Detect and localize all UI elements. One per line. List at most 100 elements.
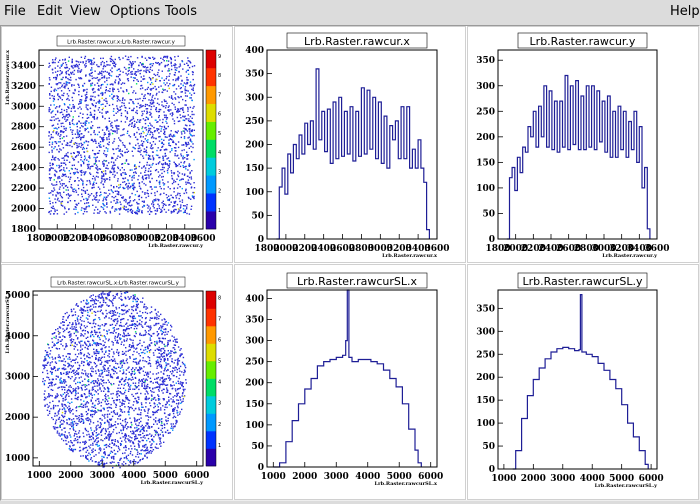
scatter-point	[120, 186, 121, 187]
scatter-point	[140, 62, 141, 63]
scatter-point	[106, 156, 107, 157]
scatter-point	[105, 401, 106, 402]
scatter-point	[63, 93, 64, 94]
scatter-point	[129, 335, 130, 336]
scatter-point	[144, 324, 145, 325]
scatter-point	[61, 79, 62, 80]
scatter-point	[131, 66, 132, 67]
scatter-point	[147, 393, 148, 394]
scatter-point	[151, 88, 152, 89]
scatter-point	[105, 398, 106, 399]
scatter-point	[142, 145, 143, 146]
menu-edit[interactable]: Edit	[37, 4, 62, 19]
scatter-point	[179, 413, 180, 414]
scatter-point	[146, 60, 147, 61]
scatter-point	[103, 204, 104, 205]
scatter-point	[137, 191, 138, 192]
scatter-point	[170, 432, 171, 433]
menu-options[interactable]: Options	[110, 4, 160, 19]
scatter-point	[116, 130, 117, 131]
scatter-point	[99, 402, 100, 403]
scatter-point	[93, 92, 94, 93]
scatter-point	[180, 204, 181, 205]
scatter-point	[99, 211, 100, 212]
scatter-point	[96, 355, 97, 356]
menu-view[interactable]: View	[70, 4, 101, 19]
scatter-point	[174, 209, 175, 210]
scatter-point	[175, 339, 176, 340]
scatter-point	[165, 107, 166, 108]
scatter-point	[70, 345, 71, 346]
scatter-point	[70, 177, 71, 178]
scatter-point	[139, 453, 140, 454]
scatter-point	[80, 328, 81, 329]
scatter-point	[144, 206, 145, 207]
scatter-point	[158, 76, 159, 77]
scatter-point	[72, 120, 73, 121]
scatter-point	[185, 212, 186, 213]
scatter-point	[61, 429, 62, 430]
scatter-point	[94, 118, 95, 119]
scatter-point	[129, 197, 130, 198]
scatter-point	[125, 69, 126, 70]
scatter-point	[82, 369, 83, 370]
scatter-point	[96, 192, 97, 193]
scatter-point	[154, 430, 155, 431]
scatter-point	[189, 97, 190, 98]
scatter-point	[63, 87, 64, 88]
scatter-point	[177, 174, 178, 175]
scatter-point	[77, 169, 78, 170]
scatter-point	[103, 58, 104, 59]
scatter-point	[166, 78, 167, 79]
scatter-point	[72, 134, 73, 135]
scatter-point	[166, 401, 167, 402]
scatter-point	[157, 366, 158, 367]
scatter-point	[142, 181, 143, 182]
scatter-point	[132, 379, 133, 380]
scatter-point	[91, 366, 92, 367]
scatter-point	[110, 70, 111, 71]
scatter-point	[132, 454, 133, 455]
scatter-point	[66, 374, 67, 375]
scatter-point	[113, 331, 114, 332]
scatter-point	[83, 432, 84, 433]
scatter-point	[107, 410, 108, 411]
scatter-point	[104, 62, 105, 63]
scatter-point	[164, 368, 165, 369]
scatter-point	[168, 340, 169, 341]
scatter-point	[111, 424, 112, 425]
scatter-point	[125, 116, 126, 117]
menu-tools[interactable]: Tools	[165, 4, 197, 19]
scatter-point	[61, 165, 62, 166]
scatter-point	[170, 365, 171, 366]
scatter-point	[115, 340, 116, 341]
scatter-point	[113, 131, 114, 132]
scatter-point	[86, 447, 87, 448]
scatter-point	[128, 389, 129, 390]
scatter-point	[141, 106, 142, 107]
scatter-point	[58, 331, 59, 332]
scatter-point	[90, 174, 91, 175]
scatter-point	[103, 173, 104, 174]
scatter-point	[105, 100, 106, 101]
scatter-point	[68, 197, 69, 198]
scatter-point	[164, 167, 165, 168]
scatter-point	[169, 70, 170, 71]
scatter-point	[100, 379, 101, 380]
scatter-point	[157, 98, 158, 99]
scatter-point	[120, 419, 121, 420]
menu-file[interactable]: File	[4, 4, 26, 19]
menu-help[interactable]: Help	[670, 4, 700, 19]
scatter-point	[51, 382, 52, 383]
scatter-point	[59, 87, 60, 88]
scatter-point	[107, 195, 108, 196]
scatter-point	[156, 210, 157, 211]
scatter-point	[100, 297, 101, 298]
scatter-point	[81, 376, 82, 377]
scatter-point	[59, 368, 60, 369]
scatter-point	[162, 71, 163, 72]
scatter-point	[150, 339, 151, 340]
scatter-point	[144, 381, 145, 382]
scatter-point	[91, 313, 92, 314]
